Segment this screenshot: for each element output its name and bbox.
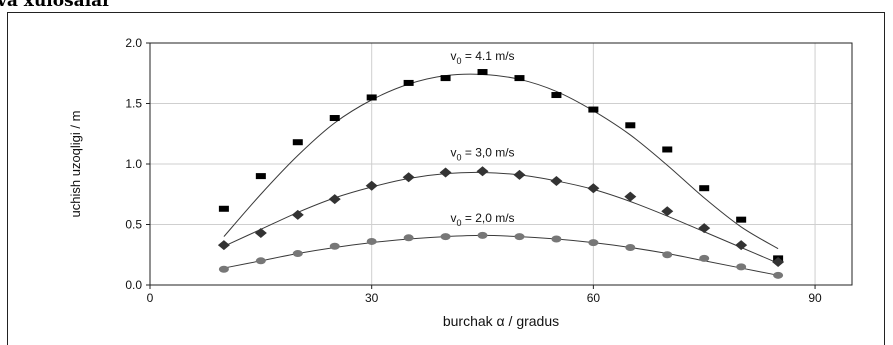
data-point-circle (551, 235, 562, 243)
data-point-diamond (661, 206, 674, 217)
data-point-diamond (365, 180, 378, 191)
data-point-diamond (550, 175, 563, 186)
data-point-diamond (587, 183, 600, 194)
x-axis-label: burchak α / gradus (443, 313, 559, 329)
data-point-diamond (217, 240, 230, 251)
fit-curve (223, 73, 779, 250)
data-point-circle (588, 239, 599, 247)
series-label: v0 = 4.1 m/s (451, 49, 515, 66)
data-point-square (440, 75, 451, 82)
y-tick-label: 1.0 (125, 157, 142, 171)
data-point-circle (662, 251, 673, 259)
data-point-diamond (328, 194, 341, 205)
x-tick-label: 90 (808, 291, 822, 305)
data-point-circle (699, 254, 710, 262)
y-axis-label: uchish uzoqligi / m (68, 111, 83, 218)
data-point-square (736, 216, 747, 223)
axis-ticks: 0 30 60 90 0.0 0.5 1.0 1.5 2.0 (125, 36, 822, 305)
section-heading: va xulosalar (0, 0, 112, 11)
data-point-square (292, 139, 303, 146)
data-point-square (477, 69, 488, 76)
data-point-circle (440, 233, 451, 241)
data-point-circle (773, 271, 784, 279)
data-point-square (329, 115, 340, 122)
data-point-diamond (772, 257, 785, 268)
series-label: v0 = 3,0 m/s (451, 146, 515, 163)
x-tick-label: 30 (365, 291, 379, 305)
fit-curve (223, 171, 779, 264)
grid-lines (150, 42, 852, 285)
fit-curve (223, 234, 779, 276)
x-tick-label: 0 (147, 291, 154, 305)
data-point-square (255, 173, 266, 180)
data-point-diamond (735, 240, 748, 251)
data-point-circle (329, 242, 340, 250)
x-tick-label: 60 (587, 291, 601, 305)
data-point-circle (514, 233, 525, 241)
data-point-square (588, 106, 599, 113)
data-point-square (218, 205, 229, 212)
data-point-square (699, 185, 710, 192)
series-1: v0 = 4.1 m/s (218, 49, 784, 262)
data-point-square (403, 79, 414, 86)
data-point-diamond (402, 172, 415, 183)
y-tick-label: 2.0 (125, 36, 142, 50)
y-tick-label: 1.5 (125, 97, 142, 111)
series-2: v0 = 3,0 m/s (217, 146, 785, 268)
figure-frame (7, 12, 885, 345)
data-point-circle (366, 237, 377, 245)
data-point-diamond (254, 227, 267, 238)
series-label: v0 = 2,0 m/s (451, 211, 515, 228)
data-point-square (662, 146, 673, 153)
data-point-circle (625, 243, 636, 251)
data-point-circle (255, 257, 266, 265)
data-point-diamond (476, 166, 489, 177)
y-tick-label: 0.5 (125, 218, 142, 232)
data-point-circle (477, 231, 488, 239)
data-point-square (514, 75, 525, 82)
data-point-circle (218, 265, 229, 273)
data-point-square (625, 122, 636, 129)
series-3: v0 = 2,0 m/s (218, 211, 784, 279)
data-point-circle (292, 250, 303, 258)
data-point-diamond (439, 167, 452, 178)
data-point-square (551, 92, 562, 99)
y-tick-label: 0.0 (125, 278, 142, 292)
data-point-diamond (698, 223, 711, 234)
data-point-square (366, 94, 377, 101)
data-point-diamond (291, 209, 304, 220)
data-point-circle (736, 263, 747, 271)
data-point-circle (403, 234, 414, 242)
data-point-diamond (624, 191, 637, 202)
data-point-diamond (513, 169, 526, 180)
series-layer: v0 = 4.1 m/s v0 = 3,0 m/s v0 = 2,0 m/s (217, 49, 785, 279)
